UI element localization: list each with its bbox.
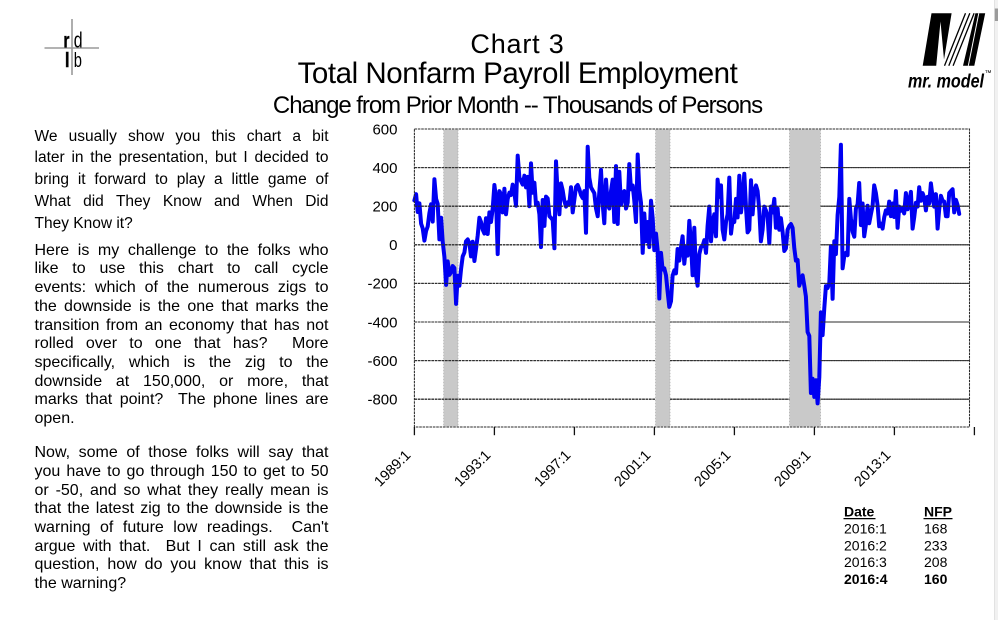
svg-text:2005:1: 2005:1	[692, 448, 735, 491]
svg-text:-400: -400	[367, 314, 397, 331]
svg-text:b: b	[74, 49, 82, 72]
svg-text:160: 160	[924, 571, 948, 587]
svg-text:2009:1: 2009:1	[772, 448, 815, 491]
svg-text:400: 400	[372, 160, 397, 177]
svg-text:2016:2: 2016:2	[844, 537, 887, 553]
svg-text:1989:1: 1989:1	[372, 448, 415, 491]
svg-text:2001:1: 2001:1	[612, 448, 655, 491]
svg-text:2016:3: 2016:3	[844, 554, 887, 570]
svg-text:600: 600	[372, 121, 397, 138]
svg-text:208: 208	[924, 554, 948, 570]
svg-text:2016:1: 2016:1	[844, 521, 887, 537]
svg-text:0: 0	[389, 237, 397, 254]
svg-text:2016:4: 2016:4	[844, 571, 888, 587]
svg-text:r: r	[63, 28, 69, 52]
svg-text:1993:1: 1993:1	[452, 448, 495, 491]
svg-text:mr. model: mr. model	[908, 72, 985, 93]
svg-text:233: 233	[924, 537, 948, 553]
svg-text:1997:1: 1997:1	[532, 448, 575, 491]
svg-text:™: ™	[985, 70, 992, 77]
svg-text:-200: -200	[367, 276, 397, 293]
svg-text:l: l	[65, 49, 69, 71]
svg-text:200: 200	[372, 199, 397, 216]
svg-text:168: 168	[924, 521, 948, 537]
svg-text:-800: -800	[367, 392, 397, 409]
svg-text:-600: -600	[367, 353, 397, 370]
svg-text:d: d	[74, 29, 83, 53]
svg-text:Date: Date	[844, 504, 875, 520]
svg-text:2013:1: 2013:1	[852, 448, 895, 491]
svg-text:NFP: NFP	[924, 504, 952, 520]
